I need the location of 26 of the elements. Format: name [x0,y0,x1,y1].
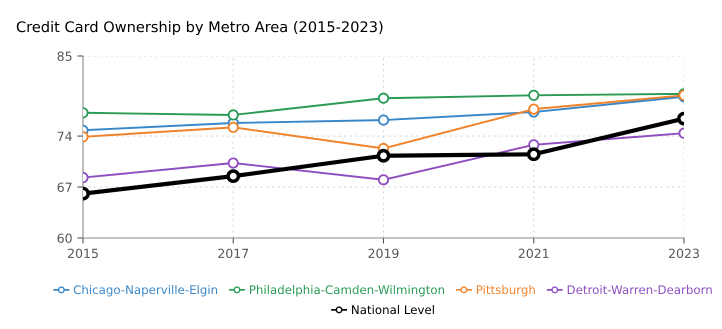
point [376,148,390,163]
point [526,147,541,162]
legend-label: Chicago-Naperville-Elgin [74,285,218,296]
point [528,90,540,101]
chart-title: Credit Card Ownership by Metro Area (2015-2023) [16,20,382,36]
point [228,109,239,121]
point [226,169,240,184]
legend-label: Detroit-Warren-Dearborn [568,285,712,294]
y-tick-label: 67 [58,182,72,192]
point [228,122,239,133]
point [528,104,540,115]
x-tick-label: 2023 [669,248,699,258]
y-tick-label: 74 [58,132,72,141]
point [378,174,390,186]
x-tick-label: 2019 [368,248,399,258]
legend-label: Philadelphia-Camden-Wilmington [250,285,444,296]
point [378,114,390,126]
x-tick-label: 2015 [68,248,98,258]
y-tick-label: 85 [58,51,72,61]
x-tick-label: 2017 [218,248,248,258]
legend-label: National Level [352,305,434,314]
point [228,157,239,169]
legend-label: Pittsburgh [476,285,535,296]
y-tick-label: 60 [58,233,72,243]
x-tick-label: 2021 [518,248,548,258]
point [378,92,390,104]
